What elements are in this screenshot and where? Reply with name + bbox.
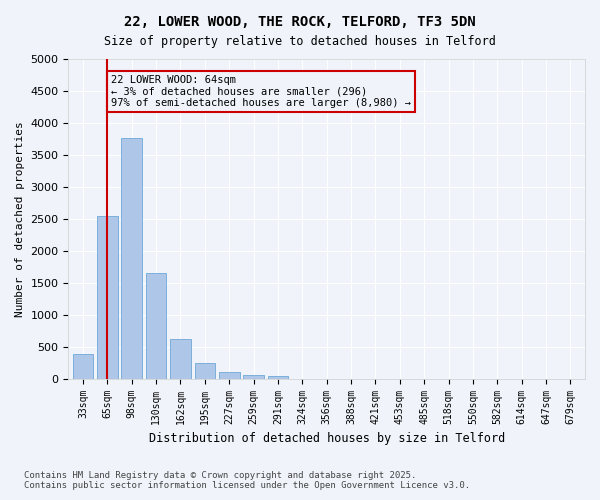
Bar	[219, 372, 239, 378]
Text: 22, LOWER WOOD, THE ROCK, TELFORD, TF3 5DN: 22, LOWER WOOD, THE ROCK, TELFORD, TF3 5…	[124, 15, 476, 29]
Bar	[194, 362, 215, 378]
Text: 22 LOWER WOOD: 64sqm
← 3% of detached houses are smaller (296)
97% of semi-detac: 22 LOWER WOOD: 64sqm ← 3% of detached ho…	[111, 75, 411, 108]
Bar	[73, 354, 94, 378]
Text: Size of property relative to detached houses in Telford: Size of property relative to detached ho…	[104, 35, 496, 48]
Bar	[121, 138, 142, 378]
Bar	[243, 375, 264, 378]
Bar	[146, 272, 166, 378]
Text: Contains HM Land Registry data © Crown copyright and database right 2025.
Contai: Contains HM Land Registry data © Crown c…	[24, 470, 470, 490]
Y-axis label: Number of detached properties: Number of detached properties	[15, 121, 25, 316]
X-axis label: Distribution of detached houses by size in Telford: Distribution of detached houses by size …	[149, 432, 505, 445]
Bar	[97, 216, 118, 378]
Bar	[268, 376, 289, 378]
Bar	[170, 339, 191, 378]
